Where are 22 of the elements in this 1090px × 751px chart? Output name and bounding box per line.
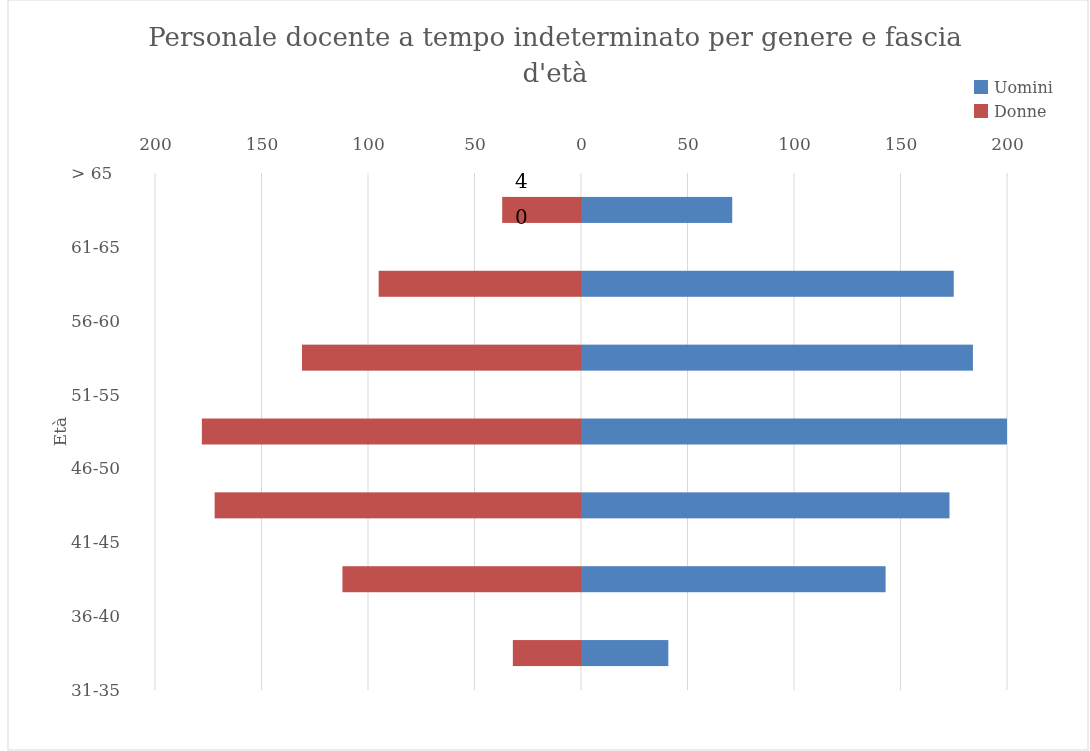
y-tick-label: 56-60 bbox=[71, 310, 121, 331]
x-tick-label: 150 bbox=[245, 134, 279, 154]
annotation: 40 bbox=[514, 168, 528, 229]
y-tick-label: 51-55 bbox=[71, 384, 121, 405]
x-tick-label: 50 bbox=[677, 134, 699, 154]
x-tick-label: 50 bbox=[464, 134, 486, 154]
x-tick-label: 150 bbox=[884, 134, 918, 154]
x-tick-label: 200 bbox=[991, 134, 1024, 154]
x-tick-label: 0 bbox=[576, 134, 587, 154]
y-tick-label: > 65 bbox=[71, 162, 113, 183]
y-tick-label: 41-45 bbox=[71, 532, 121, 553]
x-tick-label: 100 bbox=[778, 134, 811, 154]
y-axis-title: Età bbox=[50, 416, 70, 447]
y-tick-label: 36-40 bbox=[71, 606, 121, 627]
y-tick-label: 61-65 bbox=[71, 236, 121, 257]
y-tick-label: 46-50 bbox=[71, 458, 121, 479]
chart-title: Personale docente a tempo indeterminato per genere e fascia d'età bbox=[148, 22, 962, 88]
x-tick-label: 200 bbox=[139, 134, 172, 154]
x-tick-label: 100 bbox=[352, 134, 385, 154]
legend-label: Uomini bbox=[994, 78, 1053, 97]
legend-label: Donne bbox=[994, 102, 1047, 121]
y-tick-label: 31-35 bbox=[71, 679, 121, 700]
